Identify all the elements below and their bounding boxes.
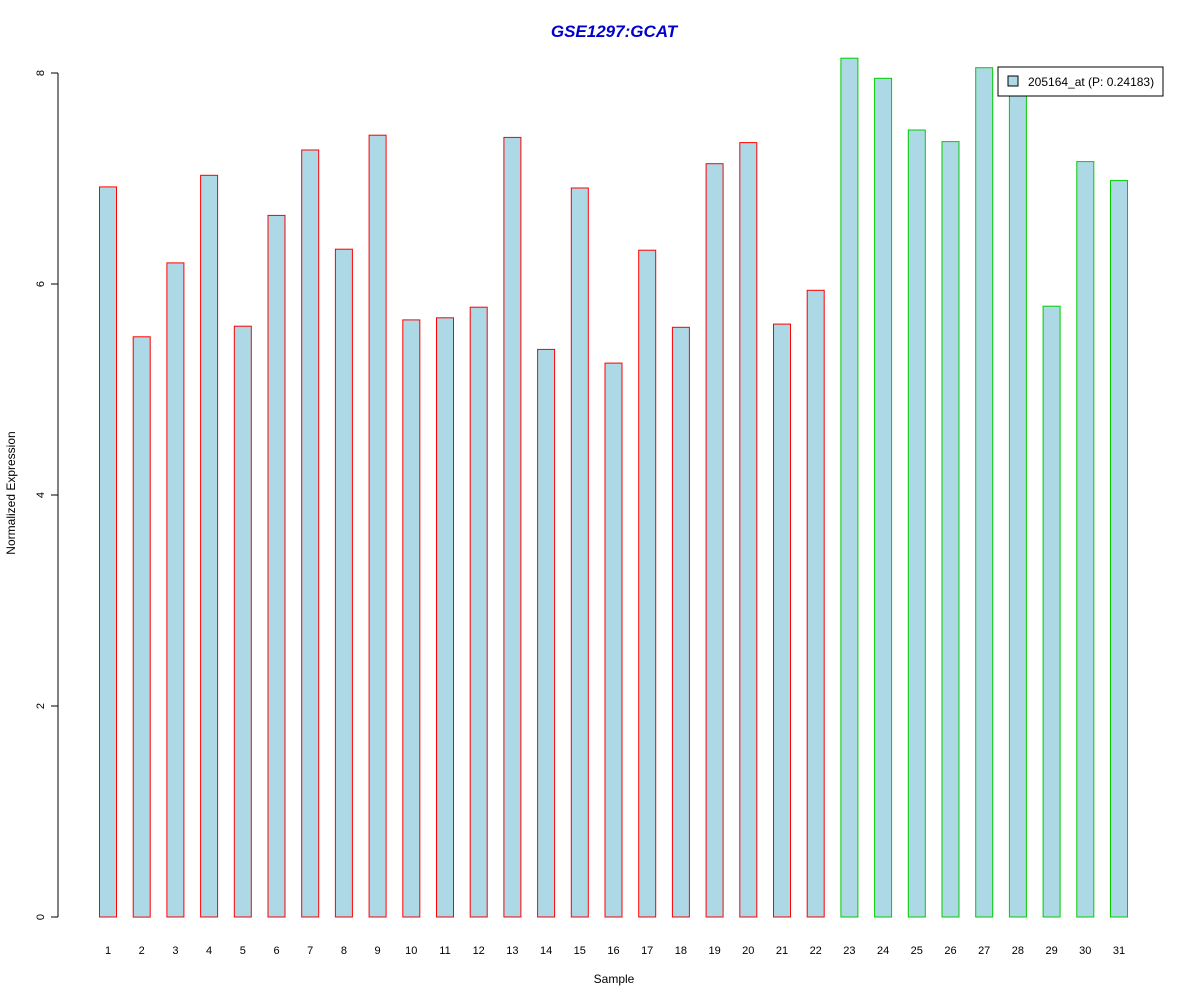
bar-sample-23 xyxy=(840,57,859,918)
bar-sample-26 xyxy=(941,141,960,918)
x-tick-label: 5 xyxy=(240,945,246,957)
x-tick-label: 10 xyxy=(405,945,417,957)
bar-sample-21 xyxy=(773,323,791,918)
x-tick-label: 13 xyxy=(506,945,518,957)
x-tick-label: 24 xyxy=(877,945,889,957)
y-tick-label: 0 xyxy=(35,914,47,920)
bar-sample-12 xyxy=(469,306,488,918)
x-tick-label: 15 xyxy=(574,945,586,957)
y-tick-label: 2 xyxy=(35,703,47,709)
x-tick-labels: 1 2 3 4 5 6 7 8 9 10 11 12 13 14 15 16 17 18 19 20 21 22 23 24 2… xyxy=(105,945,1125,957)
x-tick-label: 23 xyxy=(843,945,855,957)
bar-sample-28 xyxy=(1008,88,1027,918)
bar-sample-30 xyxy=(1076,161,1095,918)
bar-sample-27 xyxy=(975,67,994,918)
bar-sample-6 xyxy=(267,214,286,918)
bar-sample-17 xyxy=(638,249,657,918)
bar-sample-15 xyxy=(570,187,589,918)
bar-sample-2 xyxy=(132,336,151,918)
bar-sample-3 xyxy=(166,262,185,918)
bar-sample-13 xyxy=(503,136,522,918)
bar-sample-20 xyxy=(739,142,758,918)
x-tick-label: 1 xyxy=(105,945,111,957)
x-tick-label: 12 xyxy=(473,945,485,957)
x-tick-label: 22 xyxy=(810,945,822,957)
bar-sample-11 xyxy=(436,317,454,918)
x-tick-label: 29 xyxy=(1045,945,1057,957)
x-tick-label: 4 xyxy=(206,945,212,957)
x-tick-label: 20 xyxy=(742,945,754,957)
bar-sample-24 xyxy=(874,77,893,918)
x-tick-label: 14 xyxy=(540,945,552,957)
bar-sample-4 xyxy=(200,174,219,918)
bar-sample-29 xyxy=(1042,305,1061,918)
x-tick-label: 27 xyxy=(978,945,990,957)
x-tick-label: 17 xyxy=(641,945,653,957)
x-tick-label: 9 xyxy=(375,945,381,957)
x-tick-label: 19 xyxy=(708,945,720,957)
x-tick-label: 8 xyxy=(341,945,347,957)
y-tick-label: 8 xyxy=(35,70,47,76)
x-tick-label: 6 xyxy=(273,945,279,957)
bar-sample-25 xyxy=(907,129,926,918)
x-tick-label: 16 xyxy=(607,945,619,957)
chart-title: GSE1297:GCAT xyxy=(551,22,679,41)
bar-sample-31 xyxy=(1110,180,1128,918)
x-tick-label: 30 xyxy=(1079,945,1091,957)
y-axis-label: Normalized Expression xyxy=(4,431,18,554)
bars-group xyxy=(99,57,1128,918)
bar-sample-9 xyxy=(368,134,387,918)
x-axis-label: Sample xyxy=(594,972,635,986)
x-tick-label: 2 xyxy=(139,945,145,957)
legend-swatch xyxy=(1007,75,1019,87)
legend-box xyxy=(997,66,1164,97)
bar-sample-16 xyxy=(604,362,623,918)
x-tick-label: 3 xyxy=(172,945,178,957)
x-tick-label: 31 xyxy=(1113,945,1125,957)
x-tick-label: 21 xyxy=(776,945,788,957)
x-tick-label: 11 xyxy=(439,945,450,957)
bar-sample-5 xyxy=(233,325,252,918)
bar-sample-22 xyxy=(806,289,825,918)
x-tick-label: 28 xyxy=(1012,945,1024,957)
y-tick-label: 6 xyxy=(35,281,47,287)
x-tick-label: 18 xyxy=(675,945,687,957)
bar-sample-1 xyxy=(99,186,117,918)
y-tick-label: 4 xyxy=(35,492,47,498)
bar-sample-10 xyxy=(402,319,421,918)
bar-sample-18 xyxy=(671,326,690,918)
bar-sample-14 xyxy=(537,348,556,918)
bar-sample-8 xyxy=(334,248,353,918)
legend: 205164_at (P: 0.24183) xyxy=(997,66,1164,97)
bar-sample-19 xyxy=(705,163,724,918)
y-axis: 0 2 4 6 8 xyxy=(35,70,59,920)
x-tick-label: 25 xyxy=(911,945,923,957)
legend-entry: 205164_at (P: 0.24183) xyxy=(1028,75,1154,89)
bar-sample-7 xyxy=(301,149,320,918)
x-tick-label: 7 xyxy=(307,945,313,957)
x-tick-label: 26 xyxy=(944,945,956,957)
